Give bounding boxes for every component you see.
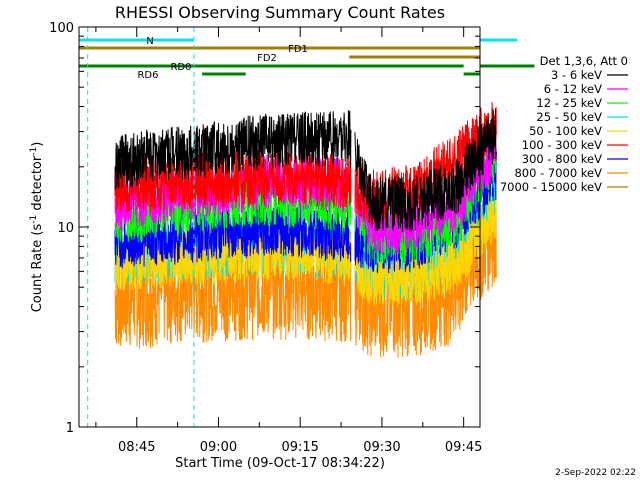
legend-label: 6 - 12 keV	[544, 82, 602, 96]
legend-label: 800 - 7000 keV	[514, 166, 602, 180]
x-axis: 08:45 09:00 09:15 09:30 09:45	[95, 27, 482, 455]
legend-label: 50 - 100 keV	[529, 124, 602, 138]
orbit-bar-label: FD2	[257, 53, 277, 64]
orbit-bar-label: FD1	[288, 44, 308, 55]
legend-label: 300 - 800 keV	[522, 152, 602, 166]
x-axis-label: Start Time (09-Oct-17 08:34:22)	[175, 456, 385, 471]
x-tick-label: 09:15	[281, 440, 318, 455]
y-tick-label: 1	[66, 421, 74, 436]
y-axis-label-rest: detector	[30, 155, 45, 215]
legend-header: Det 1,3,6, Att 0	[540, 54, 628, 68]
orbit-bar-label: N	[146, 36, 153, 47]
orbit-bar-label: RD6	[137, 70, 158, 81]
y-axis-label-end: )	[30, 142, 45, 147]
legend-label: 12 - 25 keV	[536, 96, 602, 110]
y-tick-label: 10	[57, 221, 74, 236]
y-axis-label-sup1: -1	[29, 215, 39, 224]
y-axis-label-main: Count Rate (s	[30, 224, 45, 313]
orbit-bar-label: RD0	[170, 62, 191, 73]
series-0-line	[114, 108, 497, 233]
legend-label: 7000 - 15000 keV	[500, 180, 602, 194]
x-tick-label: 09:30	[363, 440, 400, 455]
x-tick-label: 09:00	[200, 440, 237, 455]
x-tick-label: 09:45	[445, 440, 482, 455]
x-tick-label: 08:45	[118, 440, 155, 455]
legend-label: 3 - 6 keV	[551, 68, 602, 82]
orbit-bars: N FD1 FD2 RD0 RD6	[79, 36, 535, 81]
chart-title: RHESSI Observing Summary Count Rates	[115, 3, 445, 22]
timestamp: 2-Sep-2022 02:22	[555, 468, 636, 478]
y-axis-label-sup2: -1	[29, 147, 39, 156]
y-tick-label: 100	[49, 21, 74, 36]
legend-label: 100 - 300 keV	[522, 138, 602, 152]
y-axis: 1 10 100	[49, 21, 480, 436]
legend-label: 25 - 50 keV	[536, 110, 602, 124]
plot-series	[114, 101, 497, 359]
y-axis-label: Count Rate (s-1 detector-1)	[29, 142, 45, 313]
